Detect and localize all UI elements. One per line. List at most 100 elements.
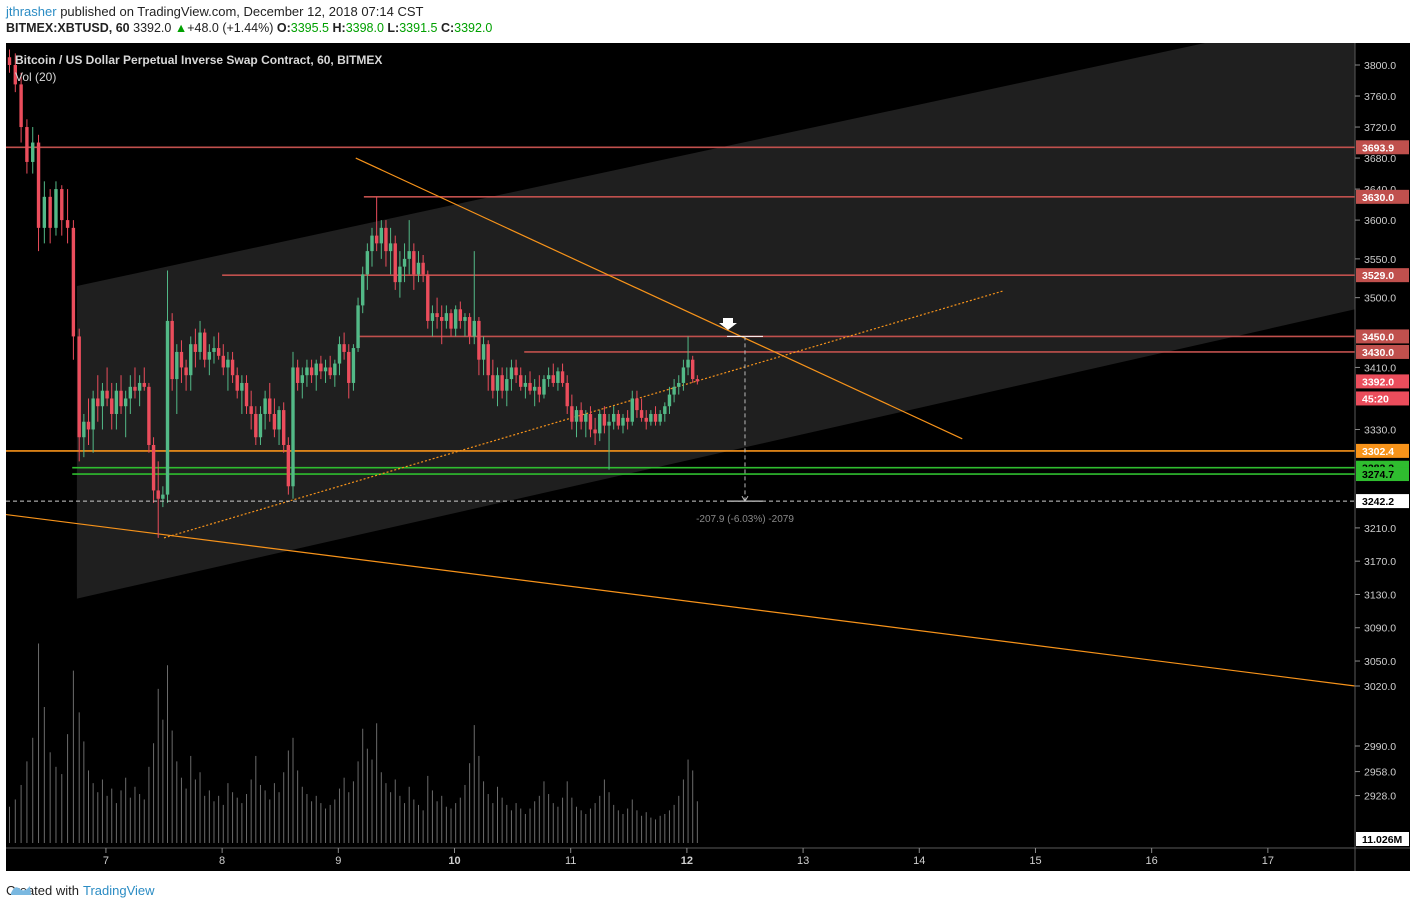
candle-body[interactable]	[421, 262, 425, 275]
candle-body[interactable]	[161, 494, 165, 499]
candle-body[interactable]	[588, 413, 593, 430]
candle-body[interactable]	[412, 251, 416, 275]
candle-body[interactable]	[19, 84, 23, 128]
candle-body[interactable]	[477, 320, 481, 360]
candle-body[interactable]	[295, 367, 300, 383]
candle-body[interactable]	[337, 344, 342, 364]
candle-body[interactable]	[184, 367, 188, 376]
price-label-bg[interactable]	[1356, 391, 1409, 406]
candle-body[interactable]	[565, 382, 569, 407]
candle-body[interactable]	[240, 382, 244, 391]
candle-body[interactable]	[393, 243, 397, 283]
candle-body[interactable]	[7, 57, 12, 65]
candle-body[interactable]	[198, 332, 202, 352]
price-label-bg[interactable]	[1356, 467, 1409, 482]
candle-body[interactable]	[342, 344, 346, 352]
candle-body[interactable]	[416, 262, 421, 275]
candle-body[interactable]	[361, 274, 365, 306]
candle-body[interactable]	[426, 274, 430, 321]
candle-body[interactable]	[305, 367, 309, 376]
chart-area[interactable]: -207.9 (-6.03%) -2079 3800.0 3760.0 3720.0…	[6, 43, 1410, 871]
candle-body[interactable]	[449, 313, 453, 329]
candle-body[interactable]	[235, 375, 239, 391]
candle-body[interactable]	[133, 386, 137, 391]
candle-body[interactable]	[212, 348, 216, 352]
candle-body[interactable]	[65, 220, 70, 228]
candle-body[interactable]	[123, 398, 128, 407]
candle-body[interactable]	[463, 317, 467, 321]
candle-body[interactable]	[328, 367, 332, 376]
candle-body[interactable]	[514, 367, 518, 376]
candle-body[interactable]	[374, 235, 379, 244]
candle-body[interactable]	[551, 375, 555, 383]
candle-body[interactable]	[268, 398, 272, 414]
candle-body[interactable]	[453, 309, 458, 329]
candle-body[interactable]	[319, 363, 323, 372]
candle-body[interactable]	[263, 398, 267, 414]
candle-body[interactable]	[672, 386, 676, 395]
candle-body[interactable]	[630, 398, 634, 422]
candle-body[interactable]	[300, 375, 304, 383]
candle-body[interactable]	[286, 444, 291, 487]
candle-body[interactable]	[175, 351, 179, 380]
candle-body[interactable]	[598, 413, 602, 434]
candle-body[interactable]	[105, 390, 109, 399]
candle-body[interactable]	[495, 375, 500, 391]
candle-body[interactable]	[249, 406, 253, 414]
price-label-bg[interactable]	[1356, 374, 1409, 389]
candle-body[interactable]	[537, 386, 542, 395]
candle-body[interactable]	[31, 142, 35, 162]
candle-body[interactable]	[481, 344, 486, 360]
candle-body[interactable]	[695, 379, 700, 382]
candle-body[interactable]	[189, 344, 193, 376]
candle-body[interactable]	[137, 382, 142, 391]
candle-body[interactable]	[574, 410, 579, 422]
candle-body[interactable]	[398, 266, 402, 283]
candle-body[interactable]	[528, 382, 532, 391]
candle-body[interactable]	[282, 410, 286, 445]
candle-body[interactable]	[244, 382, 249, 407]
candle-body[interactable]	[519, 375, 523, 387]
candle-body[interactable]	[616, 413, 621, 426]
price-label-bg[interactable]	[1356, 443, 1409, 458]
candle-body[interactable]	[54, 189, 58, 228]
candle-body[interactable]	[142, 382, 146, 387]
candle-body[interactable]	[639, 410, 644, 418]
candle-body[interactable]	[179, 351, 184, 368]
candle-body[interactable]	[277, 410, 281, 430]
candle-body[interactable]	[579, 410, 583, 422]
candle-body[interactable]	[114, 390, 119, 414]
candle-body[interactable]	[13, 65, 17, 85]
candle-body[interactable]	[365, 251, 370, 275]
price-label-bg[interactable]	[1356, 494, 1409, 509]
candle-body[interactable]	[607, 421, 611, 426]
candle-body[interactable]	[691, 359, 695, 380]
candle-body[interactable]	[221, 355, 225, 368]
candle-body[interactable]	[356, 305, 360, 349]
candle-body[interactable]	[77, 336, 81, 438]
candle-body[interactable]	[681, 367, 686, 383]
candle-body[interactable]	[611, 413, 616, 422]
candle-body[interactable]	[96, 398, 100, 407]
candle-body[interactable]	[207, 351, 212, 360]
candle-body[interactable]	[258, 413, 263, 438]
candle-body[interactable]	[430, 313, 435, 321]
candle-body[interactable]	[593, 429, 597, 434]
candle-body[interactable]	[291, 367, 295, 487]
candle-body[interactable]	[556, 371, 560, 383]
candle-body[interactable]	[351, 348, 356, 383]
candle-body[interactable]	[491, 375, 495, 391]
candle-body[interactable]	[546, 375, 551, 380]
candle-body[interactable]	[649, 413, 653, 422]
candle-body[interactable]	[542, 379, 546, 395]
candle-body[interactable]	[570, 406, 574, 422]
candle-body[interactable]	[667, 394, 672, 407]
candle-body[interactable]	[440, 317, 444, 321]
candle-body[interactable]	[48, 196, 52, 228]
candle-body[interactable]	[384, 227, 388, 252]
candle-body[interactable]	[644, 417, 648, 422]
candle-body[interactable]	[532, 386, 537, 391]
candle-body[interactable]	[500, 375, 504, 391]
candle-body[interactable]	[625, 417, 630, 422]
candle-body[interactable]	[677, 382, 681, 387]
